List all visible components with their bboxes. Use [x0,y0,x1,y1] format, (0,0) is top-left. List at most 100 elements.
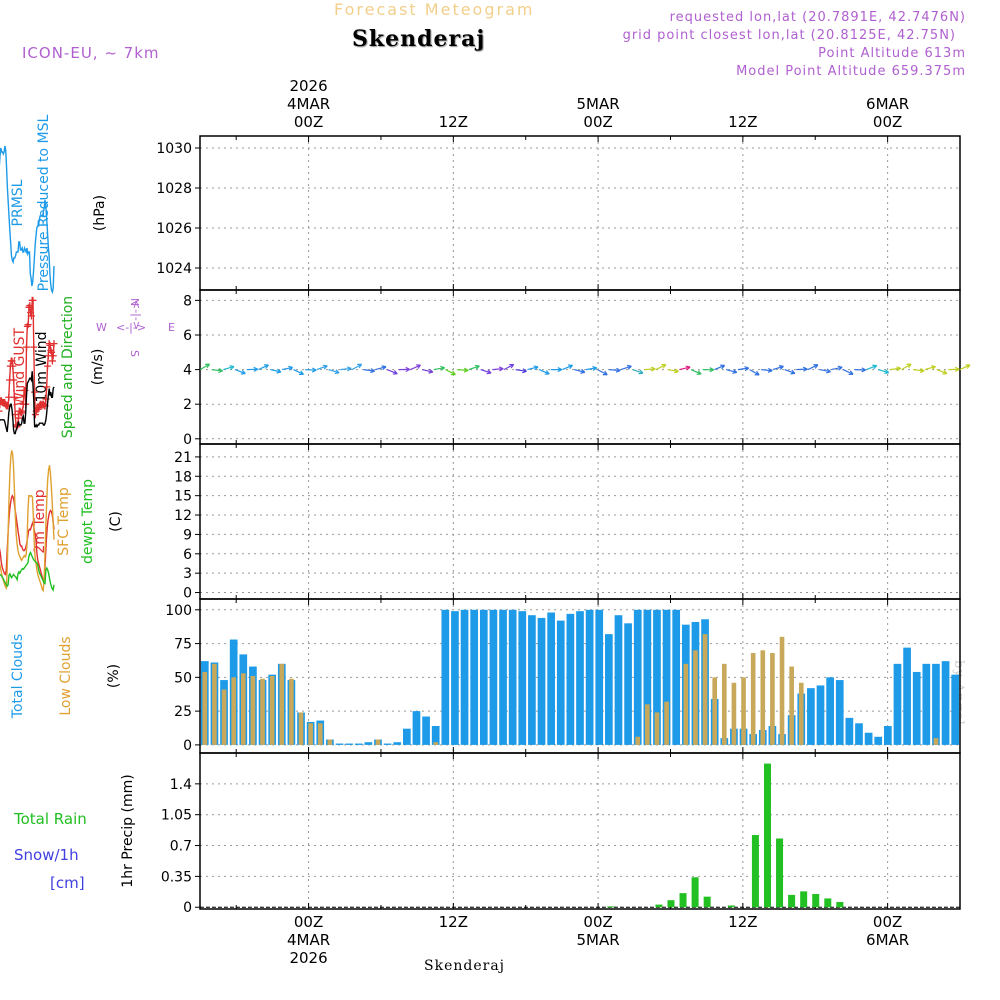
wind-arrow [445,369,456,376]
station-name: Skenderaj [352,26,486,52]
wind-arrow [503,363,514,371]
wind-arrow-head [615,367,621,373]
bottom-time-label: 00Z [583,913,612,931]
wind-arrow [725,369,737,374]
wind-arrow-head [298,370,304,376]
wind-arrow [761,368,773,372]
wind-arrow [889,367,901,371]
wind-arrow [270,369,282,373]
y-tick-label: 12 [174,508,192,524]
panel-precip: 0 0.35 0.7 1.05 1.4 [161,752,961,916]
y-tick-label: 1.05 [161,808,192,824]
y-tick-label: 0.7 [170,839,192,855]
low-cloud-bar [327,739,333,745]
wind-arrow-head [602,370,608,376]
precip-bars [200,763,960,908]
total-cloud-bar [951,674,960,745]
wind-arrow [620,365,632,371]
low-cloud-bar [712,677,717,745]
total-cloud-bar [393,742,402,745]
temp-line-dewpt-temp [0,550,55,592]
low-cloud-bar [750,653,756,745]
low-cloud-bar [664,701,669,745]
pressure-line [0,145,55,295]
total-cloud-bar [672,609,681,745]
low-cloud-bar [212,663,217,745]
y-tick-label: 21 [174,450,192,466]
y-tick-label: 18 [174,469,192,485]
y-tick-label: 4 [183,363,192,379]
rain-bar [691,877,699,908]
wind-arrow-head [218,367,223,373]
wind-arrow [574,369,585,373]
low-cloud-bar [731,682,737,745]
low-cloud-bar [741,677,746,745]
wind-direction-arrows [199,363,971,376]
top-time-label: 4MAR [287,95,330,113]
compass-w: W [96,321,107,334]
wind-arrow-head [544,370,550,375]
total-cloud-bar [816,685,825,745]
wind-arrow [796,368,808,371]
total-cloud-bar [479,609,488,745]
wind-arrow [679,366,691,371]
wind-arrow-head [486,369,492,375]
low-cloud-bar [231,677,236,745]
low-cloud-bar [202,671,208,745]
wind-arrow [527,366,539,371]
low-cloud-bar [298,712,304,745]
top-time-label: 00Z [294,113,323,131]
wind-arrow-head [450,370,456,376]
gust-marker [48,357,56,365]
total-cloud-bar [528,615,536,745]
wind-arrow-head [533,365,539,371]
wind-arrow [340,367,352,371]
point-altitude: Point Altitude 613m [818,46,966,61]
total-cloud-bar [537,617,546,745]
low-cloud-bar [375,739,381,745]
total-cloud-bar [412,711,421,745]
total-cloud-bar [807,688,815,745]
wind-arrow [305,368,317,371]
wind-arrow-head [767,367,773,373]
requested-coords: requested lon,lat (20.7891E, 42.7476N) [669,10,966,25]
y-tick-label: 25 [174,704,192,720]
wind-arrow [492,368,504,371]
wind-arrow [936,369,948,375]
wind-arrow-head [930,365,936,371]
wind-arrow [913,368,925,372]
total-cloud-bar [864,732,873,745]
wind-arrow [316,365,328,371]
total-cloud-bar [912,671,921,745]
wind-arrow [281,366,293,371]
wind-arrow-head [557,367,563,373]
total-cloud-bar [576,611,584,745]
wind-arrow [386,369,398,375]
wind-arrow [644,368,656,371]
wind-speed-line [0,371,55,435]
cloud-bars [200,609,960,745]
rain-bar [667,900,675,908]
low-cloud-bar [317,723,323,745]
total-cloud-bar [605,634,613,745]
wind-arrow [831,366,843,371]
low-cloud-bar [798,682,804,745]
total-cloud-bar [884,725,892,745]
wind-arrow [877,369,889,374]
low-cloud-bar [645,704,650,745]
gust-marker [8,357,16,365]
low-cloud-bar [770,653,775,745]
low-cloud-bar [269,676,275,745]
wind-arrow [807,364,819,371]
total-cloud-bar [383,743,392,745]
wind-arrow [457,368,469,371]
wind-arrow-head [709,367,715,373]
model-altitude: Model Point Altitude 659.375m [736,64,966,79]
model-label: ICON-EU, ~ 7km [22,44,160,62]
wind-arrow-head [954,366,960,372]
rain-bar [727,905,735,908]
wind-arrow [924,365,936,371]
wind-arrow-head [685,365,691,371]
gust-marker [27,312,35,320]
